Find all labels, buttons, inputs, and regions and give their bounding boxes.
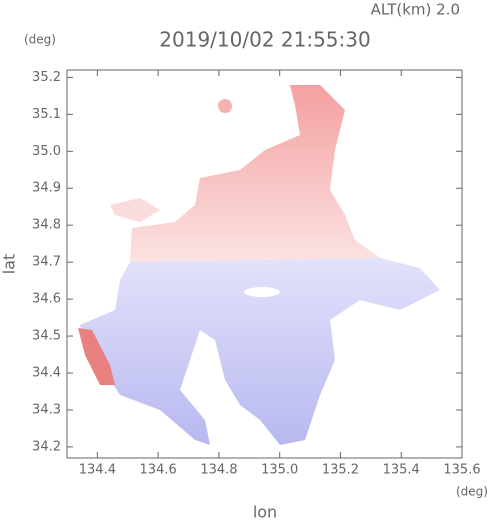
x-tick-label: 134.8	[200, 463, 237, 478]
y-unit: (deg)	[24, 33, 56, 47]
x-tick-label: 134.4	[79, 463, 116, 478]
positive-region	[110, 198, 160, 222]
y-tick-label: 34.7	[32, 255, 61, 270]
plot-frame	[66, 69, 463, 459]
y-tick-label: 34.9	[32, 181, 61, 196]
y-tick-label: 34.8	[32, 218, 61, 233]
y-tick-label: 35.1	[32, 107, 61, 122]
echo-field	[78, 85, 440, 445]
x-tick-label: 135.6	[443, 463, 480, 478]
y-tick-label: 34.4	[32, 366, 61, 381]
y-tick-label: 34.5	[32, 329, 61, 344]
y-tick-label: 34.6	[32, 292, 61, 307]
x-tick-label: 135.0	[261, 463, 298, 478]
negative-region	[80, 258, 440, 445]
y-axis-label: lat	[0, 254, 19, 275]
y-tick-label: 35.2	[32, 70, 61, 85]
x-axis-label: lon	[253, 503, 277, 522]
x-tick-label: 134.6	[140, 463, 177, 478]
y-tick-label: 34.2	[32, 439, 61, 454]
y-tick-label: 34.3	[32, 402, 61, 417]
x-tick-label: 135.2	[322, 463, 359, 478]
x-tick-label: 135.4	[383, 463, 420, 478]
x-unit: (deg)	[456, 485, 488, 499]
chart-title: 2019/10/02 21:55:30	[159, 28, 370, 52]
positive-region	[130, 85, 380, 262]
subtitle: ALT(km) 2.0	[371, 1, 460, 19]
mixed-region	[78, 328, 115, 385]
y-tick-label: 35.0	[32, 144, 61, 159]
